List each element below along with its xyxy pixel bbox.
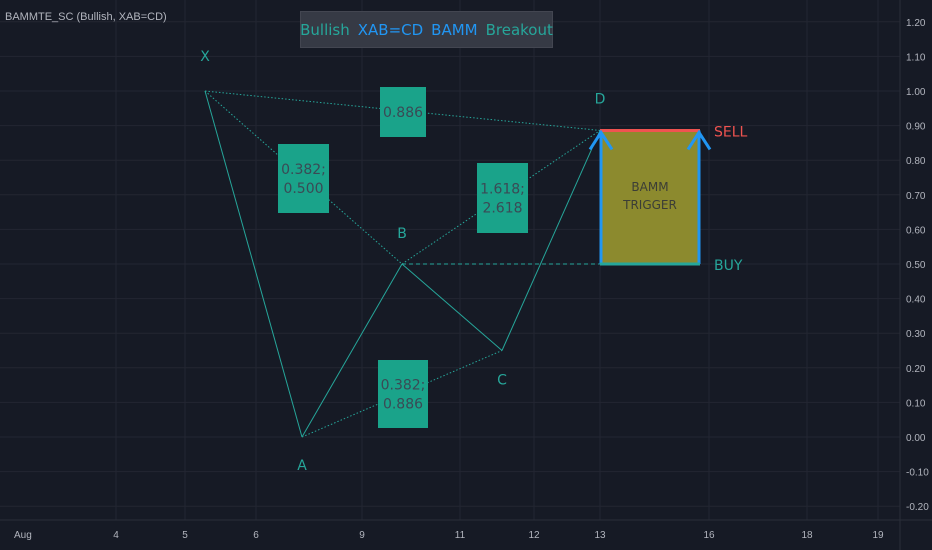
x-tick-label: 18 (801, 530, 813, 541)
ratio-box (477, 163, 528, 233)
ratio-label: 1.618; (480, 182, 525, 198)
leg-AB (301, 263, 403, 438)
ratio-label: 2.618 (482, 201, 522, 217)
ratio-box (380, 87, 426, 137)
y-tick-label: 0.40 (906, 295, 926, 306)
ratio-label: 0.382; (381, 378, 426, 394)
x-tick-label: 16 (703, 530, 715, 541)
point-label-A: A (297, 458, 307, 474)
x-tick-label: 13 (594, 530, 606, 541)
buy-label: BUY (714, 258, 743, 274)
leg-CD (501, 130, 601, 351)
y-tick-label: -0.20 (906, 502, 929, 513)
banner-word: Bullish (300, 20, 350, 39)
y-tick-label: 0.60 (906, 225, 926, 236)
trigger-label: BAMM (631, 180, 668, 194)
ratio-label: 0.382; (281, 162, 326, 178)
trigger-box (600, 130, 700, 264)
x-tick-label: 9 (359, 530, 365, 541)
x-tick-label: 12 (528, 530, 540, 541)
banner-word: XAB=CD (357, 20, 424, 39)
y-tick-label: 0.30 (906, 329, 926, 340)
y-tick-label: 1.20 (906, 18, 926, 29)
ratio-label: 0.886 (383, 397, 423, 413)
point-label-D: D (595, 91, 606, 107)
y-tick-label: 0.50 (906, 260, 926, 271)
leg-XA (204, 90, 303, 438)
ratio-box (278, 144, 329, 213)
ratio-box (378, 360, 428, 428)
x-tick-label: 6 (253, 530, 259, 541)
ratio-label: 0.886 (383, 105, 423, 121)
x-tick-label: 5 (182, 530, 188, 541)
indicator-legend[interactable]: BAMMTE_SC (Bullish, XAB=CD) (5, 11, 167, 23)
y-tick-label: -0.10 (906, 468, 929, 479)
y-tick-label: 1.10 (906, 52, 926, 63)
y-tick-label: 0.10 (906, 398, 926, 409)
y-tick-label: 0.90 (906, 122, 926, 133)
y-tick-label: 0.80 (906, 156, 926, 167)
ratio-label: 0.500 (283, 181, 323, 197)
pattern-banner: Bullish XAB=CD BAMM Breakout (300, 11, 553, 48)
y-tick-label: 1.00 (906, 87, 926, 98)
y-tick-label: 0.70 (906, 191, 926, 202)
point-label-X: X (200, 49, 210, 65)
x-tick-label: 11 (455, 530, 466, 541)
x-tick-label: 4 (113, 530, 119, 541)
banner-word: Breakout (485, 20, 553, 39)
y-tick-label: 0.20 (906, 364, 926, 375)
arrow-up-icon (686, 129, 712, 151)
banner-word: BAMM (431, 20, 478, 39)
x-tick-label: Aug (14, 530, 32, 541)
trigger-label: TRIGGER (622, 198, 677, 212)
leg-BC (401, 263, 503, 351)
point-label-C: C (497, 373, 507, 389)
point-label-B: B (397, 226, 407, 242)
x-tick-label: 19 (872, 530, 884, 541)
arrow-up-icon (588, 129, 614, 151)
sell-label: SELL (714, 124, 748, 140)
y-tick-label: 0.00 (906, 433, 926, 444)
ratio-line-XB (204, 90, 403, 265)
